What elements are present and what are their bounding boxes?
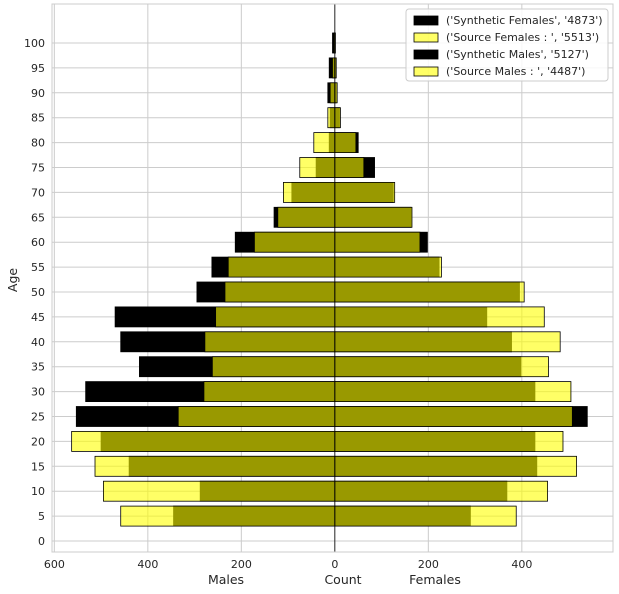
bar-source-males-age-55	[227, 256, 336, 278]
y-tick-label-20: 20	[31, 435, 45, 448]
bars-layer	[71, 32, 588, 527]
bar-source-females-age-65	[334, 206, 413, 228]
legend-label-synthetic-males: ('Synthetic Males', '5127')	[446, 48, 589, 61]
y-tick-label-100: 100	[24, 37, 45, 50]
bar-source-females-age-30	[334, 381, 572, 403]
bar-source-females-age-55	[334, 256, 442, 278]
bar-source-males-age-80	[313, 132, 336, 154]
x-tick-label-0: 600	[44, 558, 65, 571]
bar-source-males-age-5	[120, 505, 336, 527]
bar-source-females-age-20	[334, 430, 564, 452]
y-tick-label-35: 35	[31, 361, 45, 374]
y-tick-label-45: 45	[31, 311, 45, 324]
legend-swatch-synthetic-females	[413, 15, 439, 26]
bar-source-females-age-15	[334, 455, 577, 477]
x-axis-label-males: Males	[208, 572, 244, 587]
y-tick-label-0: 0	[38, 535, 45, 548]
legend-swatch-source-females	[413, 32, 439, 43]
bar-source-females-age-40	[334, 331, 561, 353]
bar-source-males-age-20	[71, 430, 336, 452]
x-tick-label-1: 400	[137, 558, 158, 571]
bar-source-females-age-5	[334, 505, 517, 527]
legend-swatch-source-males	[413, 66, 439, 77]
y-tick-label-15: 15	[31, 460, 45, 473]
y-tick-label-25: 25	[31, 411, 45, 424]
x-tick-label-3: 0	[331, 558, 338, 571]
y-tick-label-55: 55	[31, 261, 45, 274]
y-tick-label-75: 75	[31, 162, 45, 175]
legend-label-synthetic-females: ('Synthetic Females', '4873')	[446, 14, 603, 27]
y-axis-label: Age	[5, 268, 20, 292]
bar-source-males-age-40	[204, 331, 336, 353]
bar-source-males-age-75	[299, 157, 336, 178]
bar-source-males-age-50	[224, 281, 336, 303]
y-tick-label-70: 70	[31, 186, 45, 199]
legend-label-source-males: ('Source Males : ', '4487')	[446, 65, 585, 78]
legend: ('Synthetic Females', '4873') ('Source F…	[405, 8, 609, 82]
bar-source-males-age-30	[203, 381, 336, 403]
x-axis-label-count: Count	[324, 572, 361, 587]
y-tick-label-50: 50	[31, 286, 45, 299]
bar-source-males-age-45	[215, 306, 336, 328]
bar-source-females-age-50	[334, 281, 525, 303]
x-tick-label-4: 200	[418, 558, 439, 571]
x-tick-label-5: 400	[511, 558, 532, 571]
bar-source-females-age-80	[334, 132, 357, 154]
y-tick-label-40: 40	[31, 336, 45, 349]
bar-source-males-age-25	[177, 406, 336, 427]
bar-source-males-age-65	[277, 206, 336, 228]
x-tick-label-2: 200	[231, 558, 252, 571]
y-tick-label-5: 5	[38, 510, 45, 523]
y-tick-label-80: 80	[31, 137, 45, 150]
legend-frame	[405, 8, 609, 82]
bar-source-females-age-75	[334, 157, 365, 178]
bar-source-males-age-10	[103, 480, 336, 502]
bar-source-females-age-85	[334, 107, 341, 129]
bar-source-females-age-35	[334, 356, 549, 378]
y-tick-label-30: 30	[31, 386, 45, 399]
y-tick-label-95: 95	[31, 62, 45, 75]
y-tick-labels: 0 5 10 15 20 25 30 35 40 45 50 55 60 65 70 75 80 85 90 95 10…	[24, 37, 45, 548]
bar-source-males-age-15	[94, 455, 336, 477]
bar-source-females-age-60	[334, 231, 421, 253]
y-tick-label-60: 60	[31, 236, 45, 249]
x-axis-label-females: Females	[409, 572, 461, 587]
bar-source-females-age-10	[334, 480, 548, 502]
bar-source-females-age-25	[334, 406, 573, 427]
y-tick-label-10: 10	[31, 485, 45, 498]
bar-source-males-age-35	[211, 356, 336, 378]
bar-source-females-age-70	[334, 181, 396, 203]
y-tick-label-65: 65	[31, 211, 45, 224]
bar-source-males-age-85	[327, 107, 336, 129]
bar-source-males-age-60	[254, 231, 336, 253]
legend-label-source-females: ('Source Females : ', '5513')	[446, 31, 599, 44]
y-tick-label-90: 90	[31, 87, 45, 100]
bar-source-males-age-70	[283, 181, 336, 203]
bar-source-males-age-90	[329, 82, 336, 104]
y-tick-label-85: 85	[31, 112, 45, 125]
plot-frame	[51, 3, 614, 553]
legend-swatch-synthetic-males	[413, 49, 439, 60]
bar-source-females-age-45	[334, 306, 545, 328]
x-tick-labels: 600 400 200 0 200 400	[44, 558, 533, 571]
